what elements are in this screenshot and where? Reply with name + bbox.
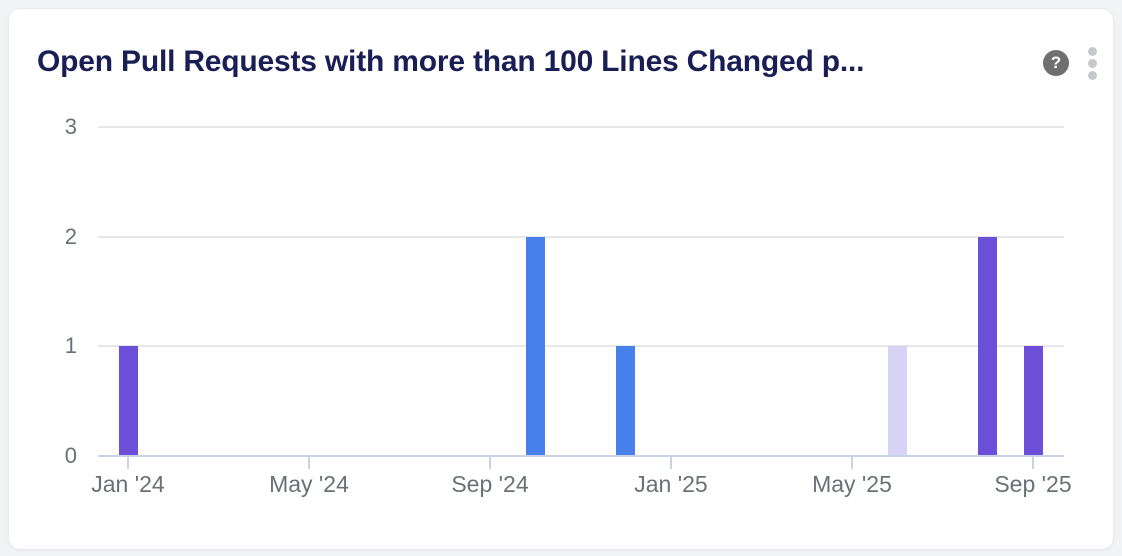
bar-aug--25[interactable] xyxy=(978,236,998,455)
bar-oct--24[interactable] xyxy=(525,236,545,455)
help-icon[interactable]: ? xyxy=(1043,50,1069,76)
x-tick-label: Jan '24 xyxy=(91,471,165,497)
x-tick-label: Jan '25 xyxy=(634,471,708,497)
bar-jun--25[interactable] xyxy=(887,346,907,455)
kebab-dot xyxy=(1087,47,1097,56)
bar-sep--25[interactable] xyxy=(1023,346,1043,455)
gridline-y-1 xyxy=(98,345,1064,348)
x-tick-label: May '25 xyxy=(812,471,892,497)
x-tick xyxy=(127,457,129,469)
gridline-y-3 xyxy=(98,125,1064,128)
y-tick-label: 3 xyxy=(64,113,77,139)
x-tick xyxy=(308,457,310,469)
x-tick xyxy=(489,457,491,469)
chart-plot-area: 0 1 2 3 Jan '24 May '24 Sep '24 Jan '25 May '25 S… xyxy=(9,9,1115,551)
bar-jan--24[interactable] xyxy=(118,346,138,455)
x-tick xyxy=(670,457,672,469)
y-tick-label: 0 xyxy=(64,443,77,468)
x-tick-label: Sep '24 xyxy=(451,471,529,497)
y-tick-label: 2 xyxy=(64,223,77,249)
question-mark-glyph: ? xyxy=(1050,53,1062,72)
x-tick xyxy=(851,457,853,469)
chart-title: Open Pull Requests with more than 100 Li… xyxy=(37,45,865,78)
gridline-y-2 xyxy=(98,235,1064,238)
chart-card: Open Pull Requests with more than 100 Li… xyxy=(8,8,1114,550)
x-tick-label: May '24 xyxy=(269,471,349,497)
x-axis-line xyxy=(98,455,1064,457)
kebab-dot xyxy=(1087,59,1097,68)
x-tick xyxy=(1032,457,1034,469)
bar-dec--24[interactable] xyxy=(616,346,636,455)
kebab-menu-icon[interactable] xyxy=(1087,47,1097,80)
kebab-dot xyxy=(1087,71,1097,80)
x-tick-label: Sep '25 xyxy=(994,471,1072,497)
y-tick-label: 1 xyxy=(64,333,77,359)
